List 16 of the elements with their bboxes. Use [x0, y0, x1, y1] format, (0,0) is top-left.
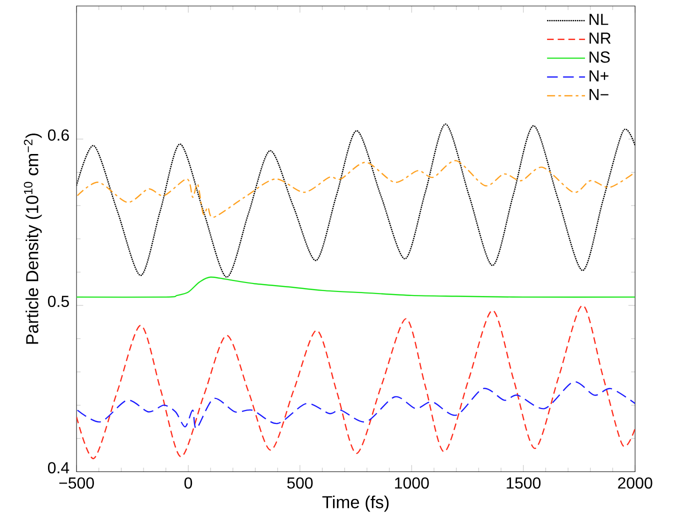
x-tick-label: −500 — [59, 477, 94, 489]
legend-label: NL — [590, 14, 608, 25]
y-axis-title: Particle Density (10$^{10}$ cm$^{−2}$) — [24, 134, 42, 344]
x-axis-title: Time (fs) — [322, 496, 389, 512]
y-tick-label: 0.6 — [48, 129, 69, 141]
x-tick-label: 1000 — [395, 477, 429, 489]
legend-label: NR — [590, 32, 611, 44]
x-tick-label: 2000 — [618, 477, 652, 489]
y-tick-label: 0.5 — [48, 296, 69, 308]
x-tick-label: 0 — [184, 477, 192, 489]
x-tick-label: 1500 — [506, 477, 541, 489]
legend-label: N+ — [590, 70, 608, 82]
legend-label: N− — [590, 89, 608, 100]
legend-label: NS — [590, 51, 610, 63]
y-tick-label: 0.4 — [48, 462, 70, 474]
x-tick-label: 500 — [287, 477, 313, 489]
